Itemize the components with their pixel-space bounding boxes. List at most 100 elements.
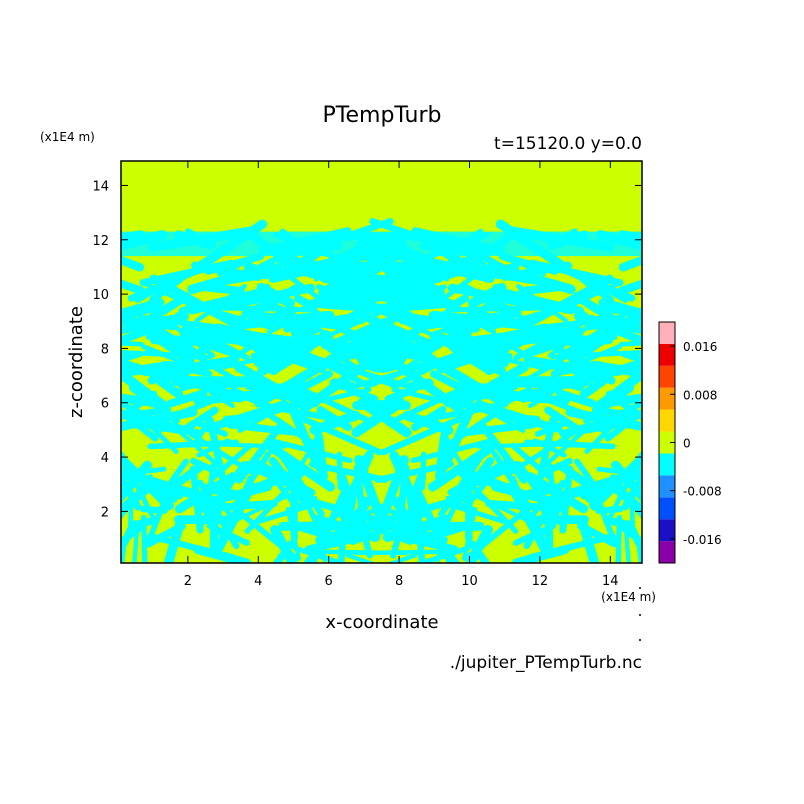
negative-anomaly-streak <box>121 460 152 504</box>
colorbar-swatch <box>659 541 675 563</box>
negative-anomaly-streak <box>256 282 295 309</box>
y-tick-label: 14 <box>92 179 109 194</box>
negative-anomaly-streak <box>598 410 626 433</box>
negative-anomaly-streak <box>515 461 564 526</box>
negative-anomaly-streak <box>484 358 510 376</box>
negative-anomaly-streak <box>339 303 374 327</box>
negative-anomaly-band <box>121 231 642 257</box>
axis-ticks: 2 4 6 8 10 12 14 2 4 6 8 10 12 14 <box>92 161 642 589</box>
negative-anomaly-streak <box>407 472 427 506</box>
negative-anomaly-streak <box>121 279 145 295</box>
negative-anomaly-streak <box>347 498 371 536</box>
negative-anomaly-streak <box>121 406 172 420</box>
x-axis-label: x-coordinate <box>325 612 438 633</box>
negative-anomaly-streak <box>193 337 237 357</box>
negative-anomaly-streak <box>507 481 550 555</box>
negative-anomaly-streak <box>234 362 306 408</box>
negative-anomaly-streak <box>448 502 506 524</box>
negative-anomaly-streak <box>468 282 507 309</box>
colorbar-tick-label: -0.008 <box>683 485 722 499</box>
negative-anomaly-streak <box>175 427 221 468</box>
negative-anomaly-streak <box>121 522 146 547</box>
negative-anomaly-streak <box>446 490 464 522</box>
negative-anomaly-streak <box>389 303 424 327</box>
colorbar-tick-label: -0.016 <box>683 533 722 547</box>
negative-anomaly-streak <box>137 410 165 433</box>
negative-anomaly-streak <box>526 472 588 514</box>
heatmap-field <box>121 161 642 563</box>
negative-anomaly-streak <box>598 298 642 319</box>
negative-anomaly-streak <box>375 455 409 529</box>
negative-anomaly-streak <box>423 521 471 543</box>
negative-anomaly-streak <box>164 518 185 563</box>
x-tick-label: 14 <box>602 574 619 589</box>
negative-anomaly-streak <box>412 314 480 333</box>
negative-anomaly-streak <box>121 322 163 345</box>
negative-anomaly-streak <box>543 361 603 380</box>
negative-anomaly-streak <box>603 477 642 516</box>
negative-anomaly-streak <box>166 389 208 408</box>
negative-anomaly-streak <box>132 523 140 563</box>
negative-anomaly-streak <box>527 533 617 561</box>
negative-anomaly-streak <box>482 352 513 364</box>
negative-anomaly-streak <box>294 413 383 456</box>
negative-anomaly-streak <box>353 549 449 556</box>
negative-anomaly-streak <box>559 465 574 534</box>
negative-anomaly-streak <box>402 410 454 435</box>
negative-anomaly-streak <box>178 287 267 315</box>
negative-anomaly-streak <box>414 545 471 563</box>
x-tick-label: 12 <box>532 574 549 589</box>
negative-anomaly-streak <box>526 274 614 327</box>
negative-anomaly-streak <box>309 410 361 435</box>
negative-anomaly-plume <box>353 323 410 373</box>
negative-anomaly-streak <box>435 432 449 481</box>
negative-anomaly-streak <box>272 352 301 373</box>
negative-anomaly-streak <box>605 390 642 422</box>
negative-anomaly-streak <box>463 506 531 562</box>
negative-anomaly-streak <box>346 261 438 271</box>
negative-anomaly-streak <box>314 432 328 481</box>
negative-anomaly-streak <box>473 460 520 487</box>
negative-anomaly-streak <box>160 361 220 380</box>
x-tick-label: 2 <box>184 574 192 589</box>
negative-anomaly-streak <box>257 502 315 524</box>
marker-dot <box>639 639 641 641</box>
x-unit-label: (x1E4 m) <box>601 590 656 604</box>
negative-anomaly-streak <box>623 523 631 563</box>
negative-anomaly-streak <box>361 284 393 308</box>
negative-anomaly-streak <box>140 344 194 369</box>
negative-anomaly-streak <box>201 283 245 296</box>
x-tick-label: 4 <box>254 574 262 589</box>
negative-anomaly-streak <box>604 516 632 529</box>
negative-anomaly-streak <box>121 340 144 347</box>
marker-dot <box>639 587 641 589</box>
negative-anomaly-streak <box>268 456 298 492</box>
negative-anomaly-streak <box>292 521 340 543</box>
negative-anomaly-streak <box>250 352 281 364</box>
negative-anomaly-streak <box>294 384 378 427</box>
negative-anomaly-streak <box>295 347 370 388</box>
chart-title: PTempTurb <box>323 103 442 128</box>
negative-anomaly-streak <box>541 395 586 417</box>
negative-anomaly-streak <box>315 536 328 563</box>
negative-anomaly-streak <box>293 294 317 311</box>
negative-anomaly-streak <box>199 461 248 526</box>
negative-anomaly-streak <box>168 458 189 485</box>
colorbar-tick-label: 0.016 <box>683 340 717 354</box>
negative-anomaly-streak <box>617 522 642 547</box>
negative-anomaly-streak <box>330 274 412 299</box>
colorbar-tick-label: 0 <box>683 437 691 451</box>
negative-anomaly-streak <box>496 287 585 315</box>
marker-dot <box>639 614 641 616</box>
negative-anomaly-streak <box>149 274 237 327</box>
negative-anomaly-streak <box>612 358 642 377</box>
negative-anomaly-streak <box>547 322 593 358</box>
negative-anomaly-streak <box>232 506 300 562</box>
negative-anomaly-streak <box>619 340 642 347</box>
colorbar: 0.016 0.008 0 -0.008 -0.016 <box>658 321 722 564</box>
x-tick-label: 8 <box>395 574 403 589</box>
negative-anomaly-streak <box>462 421 537 436</box>
negative-anomaly-streak <box>611 460 642 504</box>
negative-anomaly-streak <box>499 336 535 363</box>
negative-anomaly-streak <box>591 406 642 420</box>
